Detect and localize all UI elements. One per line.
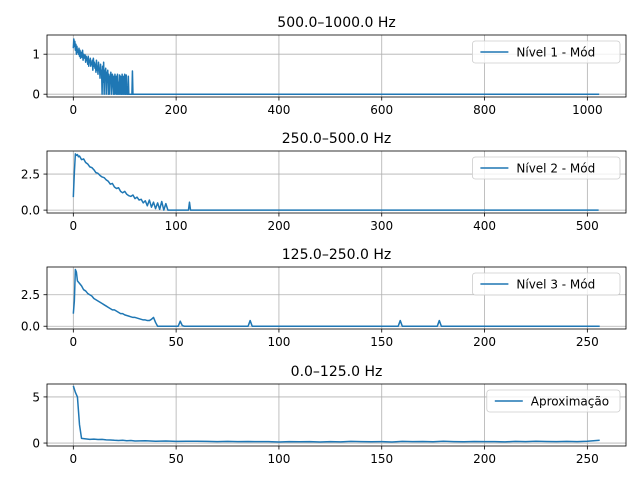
- series-line-1: [72, 268, 600, 327]
- x-tick-label: 50: [168, 335, 183, 349]
- x-tick-label: 200: [165, 103, 188, 117]
- x-tick-label: 1000: [572, 103, 603, 117]
- y-tick-label: 0.0: [21, 204, 40, 218]
- y-tick-label: 5: [32, 390, 40, 404]
- x-tick-label: 200: [267, 219, 290, 233]
- x-tick-label: 300: [370, 219, 393, 233]
- subplot-title: 250.0–500.0 Hz: [282, 131, 391, 147]
- subplot-4: 0 50 100 150 200 250 0 5 0.0–125.0 Hz Aproximação: [32, 364, 627, 466]
- legend-frame: [471, 272, 621, 296]
- x-tick-label: 0: [69, 335, 77, 349]
- plot-frame: [46, 150, 627, 214]
- subplot-title: 500.0–1000.0 Hz: [277, 15, 395, 31]
- y-tick-label: 2.5: [21, 288, 40, 302]
- x-tick-label: 150: [370, 335, 393, 349]
- x-tick-label: 500: [576, 219, 599, 233]
- legend-frame: [486, 389, 621, 413]
- x-tick-label: 50: [168, 452, 183, 466]
- x-tick-label: 400: [267, 103, 290, 117]
- y-tick-label: 1: [32, 48, 40, 62]
- x-tick-label: 100: [165, 219, 188, 233]
- x-tick-label: 150: [370, 452, 393, 466]
- legend-label: Nível 1 - Mód: [516, 46, 595, 60]
- legend: Nível 1 - Mód: [471, 40, 621, 64]
- legend: Aproximação: [486, 389, 621, 413]
- x-tick-label: 600: [370, 103, 393, 117]
- legend-frame: [471, 40, 621, 64]
- plot-frame: [46, 34, 627, 98]
- subplot-1: 0 200 400 600 800 1000 0 1 500.0–1000.0 Hz Nível …: [32, 15, 627, 117]
- subplot-2: 0 100 200 300 400 500 0.0 2.5 250.0–500.0 Hz Níve…: [21, 131, 627, 233]
- x-tick-label: 800: [473, 103, 496, 117]
- legend-label: Nível 2 - Mód: [516, 162, 595, 176]
- legend-label: Nível 3 - Mód: [516, 278, 595, 292]
- x-tick-label: 100: [267, 335, 290, 349]
- x-tick-label: 250: [576, 335, 599, 349]
- series-line-1: [72, 38, 600, 95]
- x-tick-label: 100: [267, 452, 290, 466]
- subplot-title: 125.0–250.0 Hz: [282, 247, 391, 263]
- legend: Nível 2 - Mód: [471, 156, 621, 180]
- legend-label: Aproximação: [531, 395, 609, 409]
- legend: Nível 3 - Mód: [471, 272, 621, 296]
- y-tick-label: 2.5: [21, 168, 40, 182]
- y-tick-label: 0: [32, 437, 40, 451]
- series-line-1: [72, 153, 599, 211]
- x-tick-label: 200: [473, 335, 496, 349]
- y-tick-label: 0.0: [21, 320, 40, 334]
- x-tick-label: 200: [473, 452, 496, 466]
- x-tick-label: 400: [473, 219, 496, 233]
- series-line-1: [72, 385, 600, 443]
- x-tick-label: 0: [69, 103, 77, 117]
- plot-frame: [46, 266, 627, 330]
- subplot-title: 0.0–125.0 Hz: [291, 364, 383, 380]
- plot-frame: [46, 383, 627, 447]
- x-tick-label: 250: [576, 452, 599, 466]
- legend-frame: [471, 156, 621, 180]
- y-tick-label: 0: [32, 88, 40, 102]
- x-tick-label: 0: [69, 219, 77, 233]
- subplot-3: 0 50 100 150 200 250 0.0 2.5 125.0–250.0 Hz Nível…: [21, 247, 627, 349]
- x-tick-label: 0: [69, 452, 77, 466]
